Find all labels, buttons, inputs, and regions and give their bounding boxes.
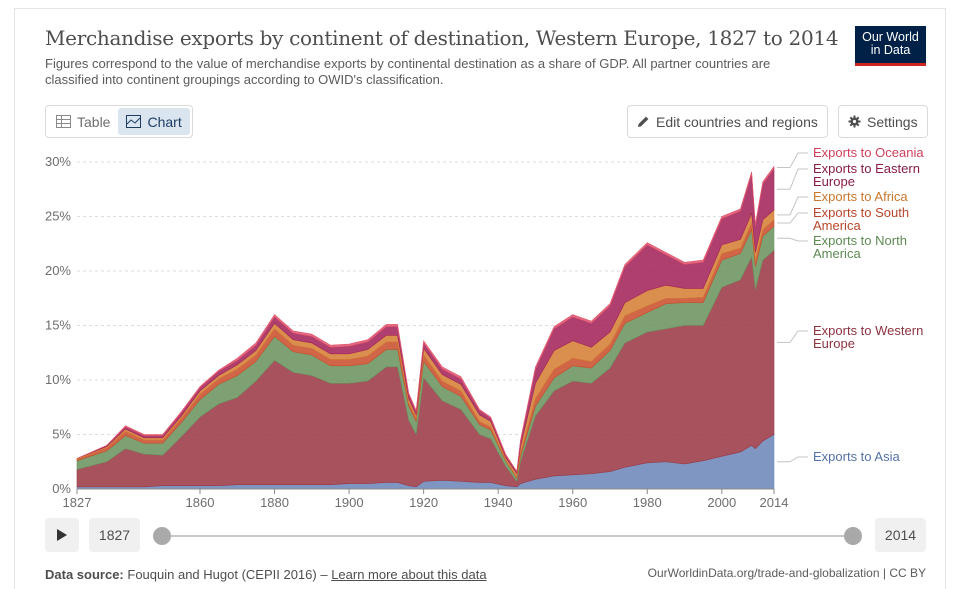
pencil-icon: [638, 116, 649, 127]
tab-table-label: Table: [77, 113, 111, 130]
play-icon: [57, 529, 67, 541]
y-tick-label: 10%: [45, 372, 71, 387]
legend-connector: [777, 456, 808, 463]
y-tick-label: 20%: [45, 263, 71, 278]
edit-countries-label: Edit countries and regions: [656, 113, 818, 130]
logo-line-1: Our World: [862, 30, 919, 44]
legend-connector: [777, 168, 808, 190]
chart-title: Merchandise exports by continent of dest…: [45, 26, 839, 50]
timeline-track[interactable]: [162, 535, 853, 537]
legend-label-south-america: Exports to South: [813, 205, 909, 220]
legend-connector: [777, 196, 808, 216]
legend-connector: [777, 330, 808, 343]
legend-label-north-america: Exports to North: [813, 233, 907, 248]
legend-label-south-america: America: [813, 218, 861, 233]
chart-frame: [14, 8, 946, 589]
timeline-start-handle[interactable]: [153, 527, 171, 545]
x-tick-label: 1940: [484, 495, 513, 510]
data-source: Data source: Fouquin and Hugot (CEPII 20…: [45, 567, 487, 582]
timeline-end-handle[interactable]: [844, 527, 862, 545]
settings-label: Settings: [867, 113, 918, 130]
y-tick-label: 0%: [52, 481, 71, 496]
legend-label-eastern-europe: Europe: [813, 174, 855, 189]
legend-label-asia: Exports to Asia: [813, 449, 900, 464]
x-tick-label: 1827: [63, 495, 92, 510]
tab-chart[interactable]: Chart: [118, 108, 190, 135]
edit-countries-button[interactable]: Edit countries and regions: [627, 105, 828, 138]
timeline-end-year: 2014: [875, 518, 926, 552]
owid-logo[interactable]: Our World in Data: [855, 26, 926, 66]
x-tick-label: 1960: [558, 495, 587, 510]
data-source-label: Data source:: [45, 567, 124, 582]
legend-label-eastern-europe: Exports to Eastern: [813, 161, 920, 176]
timeline-start-year: 1827: [89, 518, 140, 552]
area-oceania: [76, 165, 775, 473]
stacked-area-chart: 0% 5% 10% 15% 20% 25% 30% 1827 1860 1880 1900 1920 1…: [45, 145, 924, 510]
y-tick-label: 30%: [45, 154, 71, 169]
learn-more-link[interactable]: Learn more about this data: [331, 567, 487, 582]
legend-label-oceania: Exports to Oceania: [813, 145, 924, 160]
play-button[interactable]: [45, 518, 79, 552]
legend-connector: [777, 237, 808, 242]
tab-table[interactable]: Table: [48, 108, 118, 135]
logo-line-2: in Data: [870, 43, 911, 57]
view-tabs: Table Chart: [45, 105, 193, 138]
x-tick-label: 2014: [760, 495, 789, 510]
gear-icon: [848, 115, 861, 128]
legend-connector: [777, 212, 808, 224]
x-tick-label: 1880: [260, 495, 289, 510]
tab-chart-label: Chart: [147, 113, 182, 130]
data-source-text: Fouquin and Hugot (CEPII 2016) –: [127, 567, 328, 582]
y-tick-label: 25%: [45, 209, 71, 224]
x-tick-label: 2000: [707, 495, 736, 510]
legend-label-western-europe: Europe: [813, 336, 855, 351]
chart-subtitle: Figures correspond to the value of merch…: [45, 56, 771, 87]
y-tick-label: 15%: [45, 318, 71, 333]
x-tick-label: 1860: [186, 495, 215, 510]
chart-icon: [126, 115, 142, 128]
x-tick-label: 1980: [633, 495, 662, 510]
legend-label-western-europe: Exports to Western: [813, 323, 923, 338]
legend-connector: [777, 152, 808, 168]
x-tick-label: 1900: [335, 495, 364, 510]
legend-label-north-america: America: [813, 246, 861, 261]
settings-button[interactable]: Settings: [838, 105, 928, 138]
legend-label-africa: Exports to Africa: [813, 189, 908, 204]
table-icon: [56, 115, 71, 128]
x-tick-label: 1920: [409, 495, 438, 510]
y-tick-label: 5%: [52, 427, 71, 442]
footer-credit: OurWorldinData.org/trade-and-globalizati…: [647, 566, 926, 580]
